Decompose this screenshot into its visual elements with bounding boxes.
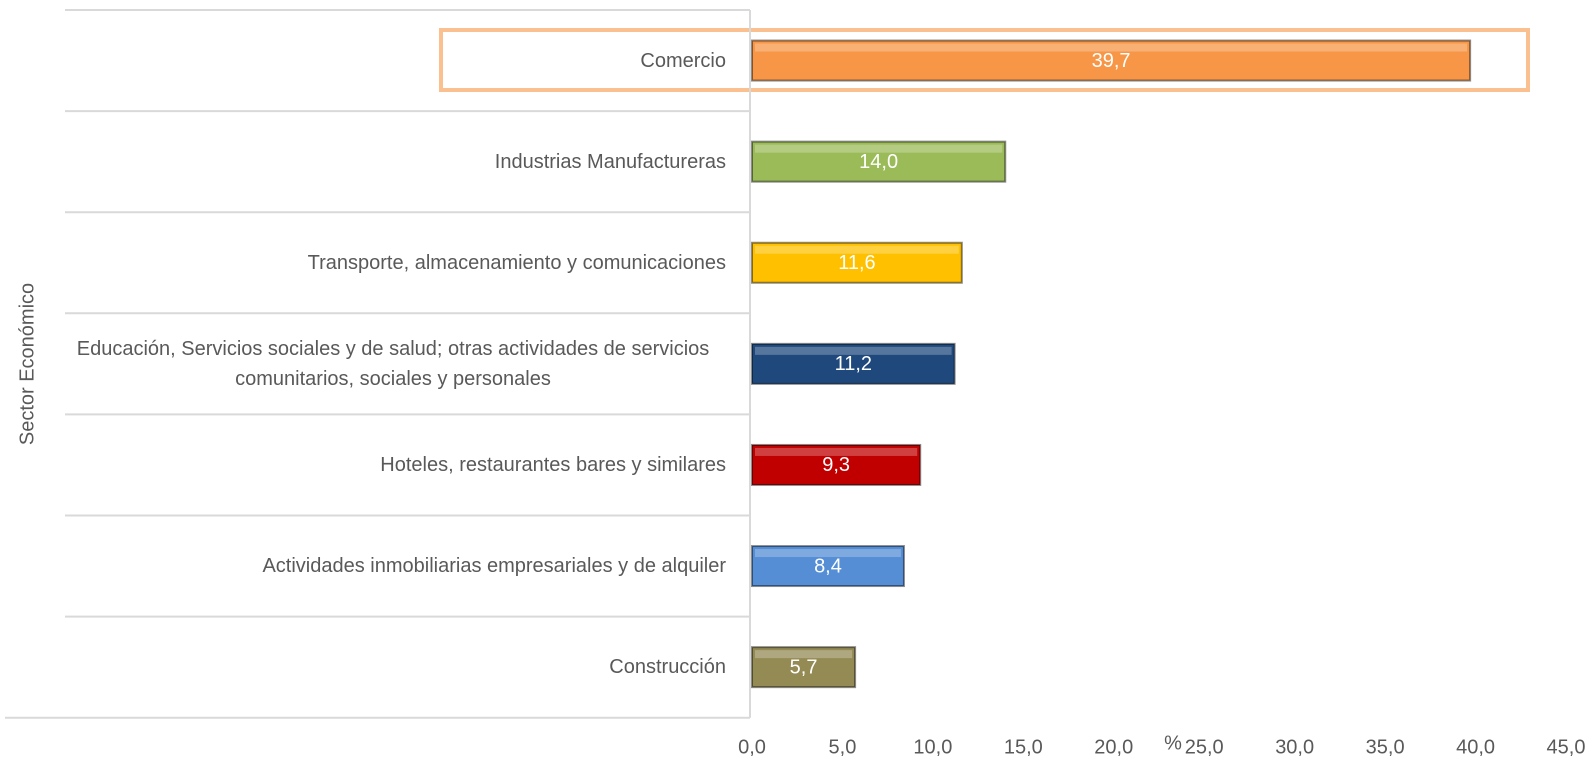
bar-highlight xyxy=(755,43,1468,52)
y-axis-title: Sector Económico xyxy=(16,283,38,445)
x-tick-label: 40,0 xyxy=(1456,736,1495,758)
bar xyxy=(751,241,963,284)
y-tick-label-box: Industrias Manufactureras xyxy=(60,111,726,212)
bar-highlight xyxy=(755,346,952,355)
bar-highlight xyxy=(755,650,853,659)
y-tick-label-box: Transporte, almacenamiento y comunicacio… xyxy=(60,212,726,313)
bar-highlight xyxy=(755,144,1003,153)
highlight-box xyxy=(439,28,1530,92)
bar-highlight xyxy=(755,245,959,254)
bar xyxy=(751,39,1472,82)
y-tick-label: Actividades inmobiliarias empresariales … xyxy=(262,555,726,578)
x-tick-label: 5,0 xyxy=(829,736,857,758)
y-tick-label: Transporte, almacenamiento y comunicacio… xyxy=(307,251,726,274)
bar-value-label: 5,7 xyxy=(790,656,818,678)
bar xyxy=(751,443,922,486)
bar xyxy=(751,140,1007,183)
y-tick-label-box: Comercio xyxy=(60,10,726,111)
y-tick-label: Educación, Servicios sociales y de salud… xyxy=(76,337,710,390)
x-tick-label: 35,0 xyxy=(1366,736,1405,758)
x-tick-label: 10,0 xyxy=(913,736,952,758)
y-tick-label: Construcción xyxy=(609,656,726,679)
y-tick-label: Hoteles, restaurantes bares y similares xyxy=(380,453,726,476)
y-tick-label-box: Hoteles, restaurantes bares y similares xyxy=(60,414,726,515)
bar xyxy=(751,545,905,588)
x-tick-label: 45,0 xyxy=(1547,736,1586,758)
bar xyxy=(751,342,956,385)
y-tick-label-box: Actividades inmobiliarias empresariales … xyxy=(60,516,726,617)
x-tick-label: 25,0 xyxy=(1185,736,1224,758)
bar-value-label: 14,0 xyxy=(859,151,898,173)
bar-value-label: 11,2 xyxy=(835,353,872,375)
x-tick-label: 0,0 xyxy=(738,736,766,758)
bar-value-label: 11,6 xyxy=(838,252,875,274)
y-tick-label-box: Construcción xyxy=(60,617,726,718)
x-tick-label: 20,0 xyxy=(1094,736,1133,758)
x-tick-label: 30,0 xyxy=(1275,736,1314,758)
bar-value-label: 9,3 xyxy=(822,454,850,476)
bar xyxy=(751,646,857,689)
bar-value-label: 39,7 xyxy=(1092,50,1131,72)
y-tick-label: Industrias Manufactureras xyxy=(494,150,726,173)
bar-value-label: 8,4 xyxy=(814,555,842,577)
bar-highlight xyxy=(755,447,918,456)
x-axis-title: % xyxy=(1164,732,1182,754)
y-tick-label-box: Educación, Servicios sociales y de salud… xyxy=(60,313,726,414)
bar-highlight xyxy=(755,549,901,558)
y-tick-label: Comercio xyxy=(640,49,726,72)
x-tick-label: 15,0 xyxy=(1004,736,1043,758)
